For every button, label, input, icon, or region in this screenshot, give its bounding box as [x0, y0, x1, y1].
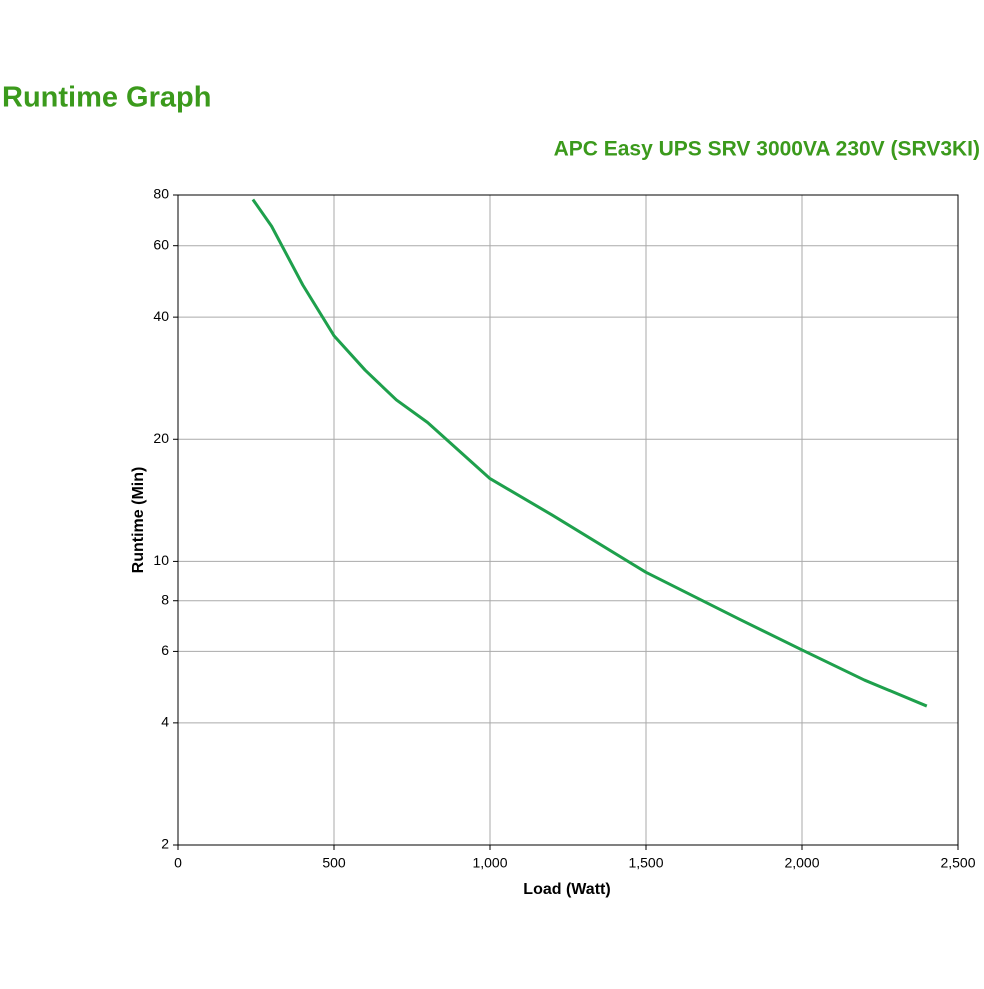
y-tick-label: 20 [153, 430, 169, 446]
x-tick-label: 500 [322, 855, 346, 871]
x-tick-label: 1,500 [628, 855, 663, 871]
plot-frame [177, 194, 959, 846]
y-tick-label: 8 [161, 591, 169, 607]
line-series [251, 198, 928, 708]
y-axis-label: Runtime (Min) [130, 467, 147, 574]
y-tick-label: 40 [153, 308, 169, 324]
x-tick-label: 2,000 [784, 855, 819, 871]
chart-title: Runtime Graph [2, 82, 211, 114]
chart-subtitle: APC Easy UPS SRV 3000VA 230V (SRV3KI) [554, 138, 980, 161]
y-tick-label: 60 [153, 236, 169, 252]
x-tick-label: 2,500 [940, 855, 975, 871]
x-tick-label: 1,000 [472, 855, 507, 871]
y-tick-label: 80 [153, 186, 169, 202]
y-tick-label: 4 [161, 714, 169, 730]
x-axis-label: Load (Watt) [523, 881, 610, 898]
x-tick-label: 0 [174, 855, 182, 871]
y-tick-label: 6 [161, 642, 169, 658]
y-tick-label: 2 [161, 836, 169, 852]
y-tick-label: 10 [153, 552, 169, 568]
